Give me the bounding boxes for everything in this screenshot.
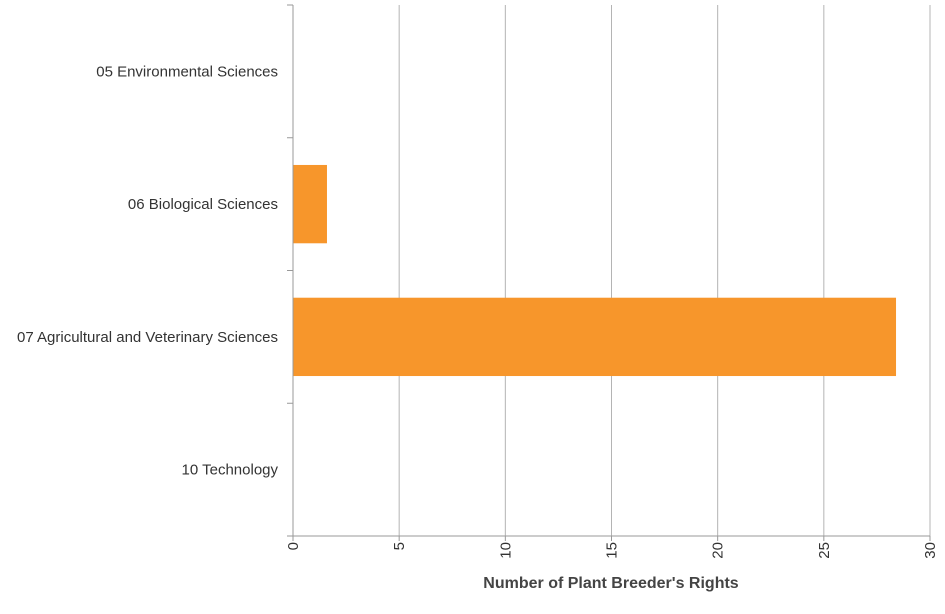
category-label: 07 Agricultural and Veterinary Sciences	[17, 329, 278, 346]
gridlines	[398, 5, 931, 536]
category-label: 10 Technology	[182, 462, 279, 479]
axes	[287, 4, 931, 541]
x-axis-title: Number of Plant Breeder's Rights	[483, 575, 739, 592]
category-label: 05 Environmental Sciences	[96, 63, 278, 80]
bars	[293, 164, 897, 377]
x-tick-label: 15	[604, 542, 621, 559]
x-tick-label: 25	[816, 542, 833, 559]
bar	[293, 297, 897, 377]
bar	[293, 164, 327, 244]
x-tick-label: 30	[922, 542, 939, 559]
category-label: 06 Biological Sciences	[128, 196, 278, 213]
x-tick-label: 20	[710, 542, 727, 559]
x-tick-label: 5	[391, 542, 408, 550]
x-tick-label: 10	[497, 542, 514, 559]
x-tick-label: 0	[285, 542, 302, 550]
x-tick-labels: 0 5 10 15 20 25 30	[285, 542, 939, 559]
category-labels: 05 Environmental Sciences 06 Biological S…	[17, 63, 278, 478]
